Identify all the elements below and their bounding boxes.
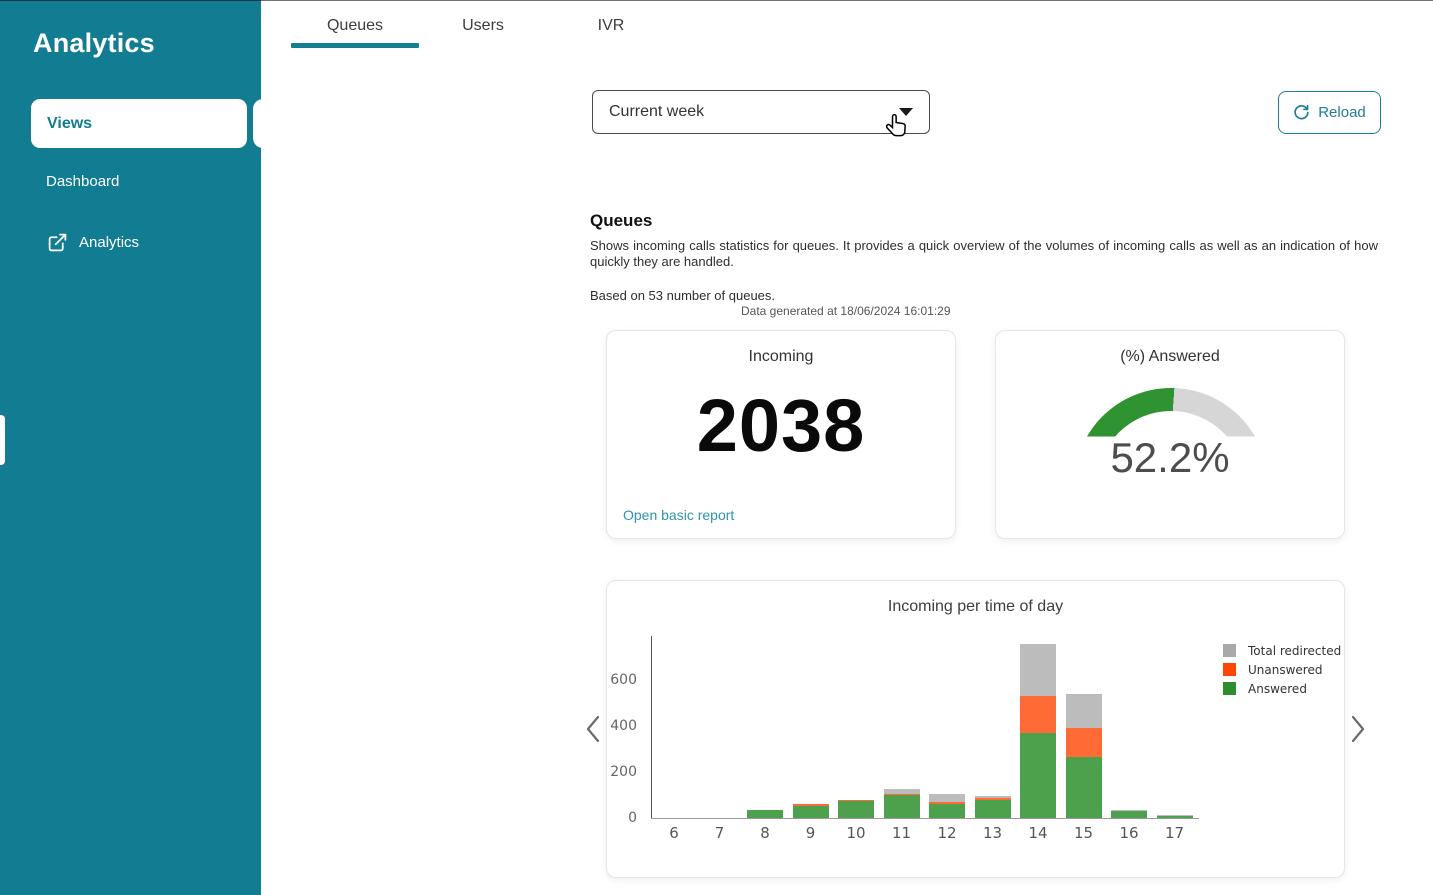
stacked-bar-chart: 0 200 400 600 6 7 8 9 10 11 12 13 14 15 16 17: [607, 581, 1346, 879]
answered-gauge: [1074, 388, 1268, 485]
x-tick-label: 15: [1073, 824, 1094, 842]
chart-card: Incoming per time of day 0 200 400 600 6 7 8 9 1…: [606, 580, 1345, 878]
bar-segment-answered[interactable]: [792, 806, 829, 818]
incoming-total-value: 2038: [696, 384, 866, 467]
bar-segment-answered[interactable]: [974, 800, 1011, 818]
sidebar-item-dashboard-label: Dashboard: [46, 173, 120, 190]
based-on-text: Based on 53 number of queues.: [590, 288, 776, 303]
bar-segment-answered[interactable]: [883, 794, 920, 818]
sidebar: Analytics Views Dashboard Analytics: [0, 0, 277, 895]
tab-bar: Queues Users IVR: [291, 5, 675, 48]
open-basic-report-link[interactable]: Open basic report: [623, 507, 735, 523]
reload-button-label: Reload: [1318, 104, 1366, 121]
x-tick-label: 14: [1028, 824, 1048, 842]
legend-item-unanswered[interactable]: Unanswered: [1223, 660, 1341, 679]
bar-segment-unanswered[interactable]: [838, 799, 874, 801]
legend-item-total-redirected[interactable]: Total redirected: [1223, 641, 1341, 660]
x-tick-label: 8: [760, 824, 770, 842]
incoming-card: Incoming 2038 Open basic report: [606, 330, 956, 539]
bar-segment-unanswered[interactable]: [929, 802, 965, 804]
x-axis: [651, 818, 1199, 819]
bar-segment-total-redirected[interactable]: [1020, 644, 1056, 696]
sidebar-edge-notch: [0, 415, 5, 465]
tab-queues[interactable]: Queues: [291, 5, 419, 48]
chevron-right-icon[interactable]: [1349, 714, 1367, 744]
bar-segment-answered[interactable]: [1111, 811, 1147, 818]
x-tick-label: 13: [982, 824, 1003, 842]
refresh-icon: [1294, 104, 1309, 120]
legend-swatch: [1223, 644, 1236, 657]
legend-label: Total redirected: [1248, 643, 1342, 658]
bar-segment-unanswered[interactable]: [1020, 695, 1056, 733]
bar-segment-answered[interactable]: [838, 800, 874, 818]
bar-segment-unanswered[interactable]: [883, 793, 920, 795]
answered-card: (%) Answered 52.2%: [995, 330, 1345, 539]
sidebar-item-views[interactable]: Views: [31, 99, 247, 148]
bar-segment-unanswered[interactable]: [1065, 728, 1102, 757]
section-description: Shows incoming calls statistics for queu…: [590, 238, 1378, 269]
section-title: Queues: [590, 211, 653, 230]
bar-segment-answered[interactable]: [1020, 732, 1056, 818]
x-tick-label: 10: [846, 824, 866, 842]
chart-title: Incoming per time of day: [887, 598, 1064, 615]
legend-swatch: [1223, 663, 1236, 676]
bar-segment-total-redirected[interactable]: [883, 788, 920, 794]
sidebar-item-views-label: Views: [47, 114, 93, 132]
bar-segment-answered[interactable]: [747, 809, 783, 818]
chevron-left-icon[interactable]: [584, 714, 602, 744]
bar-segment-total-redirected[interactable]: [1111, 809, 1147, 812]
sidebar-item-analytics[interactable]: Analytics: [47, 232, 139, 253]
answered-card-title: (%) Answered: [1120, 348, 1220, 365]
bar-segment-answered[interactable]: [1156, 815, 1193, 818]
mouse-cursor-pointer: [884, 112, 910, 142]
x-tick-label: 17: [1164, 824, 1185, 842]
chevron-down-icon: [899, 108, 913, 116]
tab-ivr[interactable]: IVR: [597, 17, 625, 34]
bar-segment-total-redirected[interactable]: [929, 794, 965, 803]
legend-item-answered[interactable]: Answered: [1223, 679, 1341, 698]
x-tick-label: 12: [937, 824, 957, 842]
chart-legend: Total redirected Unanswered Answered: [1223, 641, 1341, 698]
bar-segment-total-redirected[interactable]: [974, 795, 1011, 798]
sidebar-active-notch: [253, 99, 277, 148]
legend-label: Unanswered: [1248, 662, 1323, 677]
reload-button[interactable]: Reload: [1278, 91, 1381, 134]
period-select-value: Current week: [609, 103, 705, 120]
legend-swatch: [1223, 682, 1236, 695]
bar-segment-answered[interactable]: [929, 803, 965, 818]
x-tick-label: 11: [891, 824, 912, 842]
x-tick-label: 16: [1119, 824, 1139, 842]
tab-users[interactable]: Users: [462, 17, 504, 34]
sidebar-title: Analytics: [33, 28, 155, 58]
bar-segment-total-redirected[interactable]: [1065, 693, 1102, 729]
bar-segment-total-redirected[interactable]: [1156, 815, 1193, 817]
x-tick-label: 9: [805, 824, 816, 842]
sidebar-item-dashboard[interactable]: Dashboard: [46, 173, 119, 190]
incoming-card-title: Incoming: [748, 348, 814, 365]
window-top-border: [0, 0, 1433, 1]
answered-percent-value: 52.2%: [1110, 434, 1230, 481]
bar-segment-unanswered[interactable]: [974, 797, 1011, 801]
period-select[interactable]: Current week: [592, 90, 930, 134]
bar-segment-unanswered[interactable]: [792, 803, 829, 806]
generated-at-text: Data generated at 18/06/2024 16:01:29: [741, 304, 951, 318]
bar-segment-answered[interactable]: [1065, 756, 1102, 818]
legend-label: Answered: [1248, 681, 1307, 696]
sidebar-item-analytics-label: Analytics: [79, 234, 140, 251]
y-axis: [651, 636, 652, 818]
x-tick-label: 7: [714, 824, 725, 842]
external-link-icon: [47, 232, 68, 253]
x-tick-label: 6: [669, 824, 679, 842]
